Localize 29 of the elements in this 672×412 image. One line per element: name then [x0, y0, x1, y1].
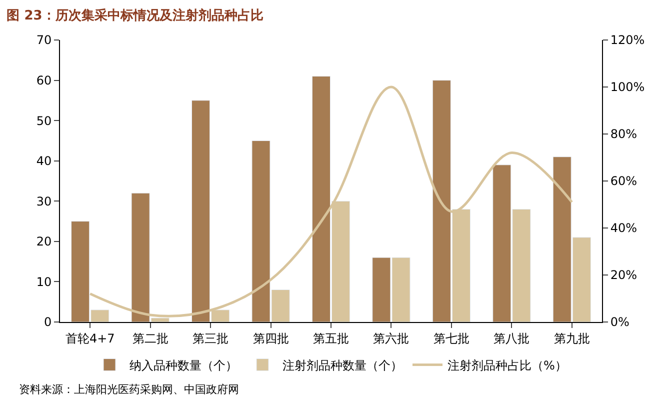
y2-tick-label: 20% — [610, 268, 638, 282]
y-tick-label: 30 — [36, 194, 52, 208]
x-tick-label: 第五批 — [313, 331, 349, 346]
y-tick-label: 70 — [36, 33, 52, 48]
x-tick-label: 首轮4+7 — [65, 331, 115, 346]
y-tick-label: 10 — [36, 274, 52, 289]
y2-tick-label: 100% — [610, 80, 645, 94]
y2-tick-label: 0% — [610, 315, 630, 330]
x-tick-label: 第六批 — [373, 331, 410, 346]
x-tick-label: 第三批 — [192, 331, 229, 346]
x-tick-label: 第七批 — [433, 331, 470, 346]
legend-label: 注射剂品种数量（个） — [282, 358, 402, 372]
y-tick-label: 0 — [44, 315, 52, 330]
text: 资料来源：上海阳光医药采购网、中国政府网 — [19, 383, 239, 396]
y2-tick-label: 40% — [610, 221, 638, 236]
legend-label: 纳入品种数量（个） — [130, 358, 238, 372]
y-tick-label: 20 — [36, 234, 52, 249]
y-tick-label: 50 — [36, 114, 52, 128]
y2-tick-label: 120% — [610, 33, 645, 48]
x-tick-label: 第四批 — [252, 331, 289, 346]
x-tick-label: 第二批 — [132, 331, 168, 346]
y-tick-label: 60 — [36, 73, 52, 88]
y2-tick-label: 60% — [610, 174, 638, 188]
legend-label: 注射剂品种占比（%） — [448, 358, 567, 372]
y-tick-label: 40 — [36, 154, 52, 168]
y2-tick-label: 80% — [610, 127, 638, 142]
chart-title: 图 23：历次集采中标情况及注射剂品种占比 — [6, 7, 264, 24]
x-tick-label: 第九批 — [554, 331, 590, 346]
x-tick-label: 第八批 — [494, 331, 530, 346]
